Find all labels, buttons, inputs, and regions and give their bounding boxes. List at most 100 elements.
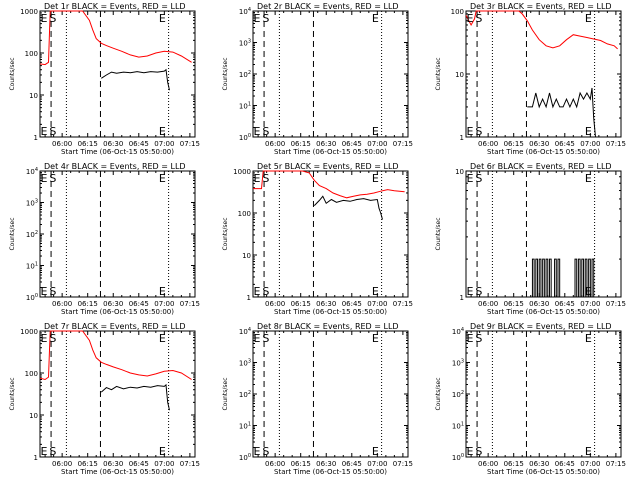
e-marker-label: E (159, 285, 166, 298)
plot-frame (252, 170, 409, 298)
e-marker-label: E (467, 125, 474, 138)
x-tick-label: 06:45 (555, 460, 575, 468)
x-tick-label: 06:45 (342, 140, 362, 148)
e-marker-label: E (254, 125, 261, 138)
e-marker-label: E (585, 445, 592, 458)
x-tick-label: 06:30 (103, 140, 123, 148)
x-tick-label: 07:00 (580, 140, 600, 148)
x-tick-label: 06:45 (129, 460, 149, 468)
y-tick-label: 103 (239, 359, 251, 368)
detector-panel: Det 5r BLACK = Events, RED = LLD 1 10 100 10… (222, 162, 413, 316)
e-marker-label: E (372, 172, 379, 185)
events-series-line (101, 68, 170, 91)
y-tick-label: 10 (455, 168, 464, 176)
x-axis-label: Start Time (06-Oct-15 05:50:00) (274, 308, 387, 316)
x-axis-label: Start Time (06-Oct-15 05:50:00) (61, 148, 174, 156)
detector-panel: Det 6r BLACK = Events, RED = LLD 1 10 06:00… (435, 162, 626, 316)
y-axis-label: Counts/sec (435, 377, 442, 410)
y-tick-label: 1 (460, 134, 464, 142)
y-tick-label: 101 (26, 262, 38, 271)
lld-series-line (465, 10, 618, 50)
e-marker-label: E (372, 445, 379, 458)
x-tick-label: 07:00 (580, 300, 600, 308)
events-series-line (100, 383, 170, 411)
y-axis-label: Counts/sec (222, 57, 229, 90)
plot-frame (39, 170, 196, 298)
e-marker-label: E (467, 332, 474, 345)
e-marker-label: E (41, 125, 48, 138)
s-marker-label: S (49, 445, 56, 458)
x-tick-label: 06:00 (265, 300, 285, 308)
e-marker-label: E (254, 12, 261, 25)
y-tick-label: 100 (26, 293, 38, 302)
x-axis-label: Start Time (06-Oct-15 05:50:00) (274, 148, 387, 156)
y-tick-label: 10 (455, 71, 464, 79)
y-tick-label: 101 (239, 422, 251, 431)
e-marker-label: E (254, 172, 261, 185)
panel-title: Det 8r BLACK = Events, RED = LLD (257, 322, 399, 331)
y-tick-label: 103 (239, 39, 251, 48)
y-axis-label: Counts/sec (222, 217, 229, 250)
x-tick-label: 07:15 (393, 460, 413, 468)
plot-frame (252, 10, 409, 138)
x-tick-label: 07:00 (367, 140, 387, 148)
s-marker-label: S (262, 445, 269, 458)
e-marker-label: E (467, 12, 474, 25)
s-marker-label: S (262, 125, 269, 138)
e-marker-label: E (585, 285, 592, 298)
y-tick-label: 10 (29, 412, 38, 420)
x-tick-label: 07:00 (580, 460, 600, 468)
x-axis-label: Start Time (06-Oct-15 05:50:00) (487, 148, 600, 156)
x-tick-label: 06:15 (78, 140, 98, 148)
x-tick-label: 06:45 (129, 300, 149, 308)
events-series-line (527, 87, 596, 138)
s-marker-label: S (475, 445, 482, 458)
panel-title: Det 7r BLACK = Events, RED = LLD (44, 322, 186, 331)
x-tick-label: 06:45 (129, 140, 149, 148)
x-tick-label: 06:00 (478, 460, 498, 468)
e-marker-label: E (254, 285, 261, 298)
events-series-line (530, 258, 595, 298)
e-marker-label: E (159, 12, 166, 25)
y-tick-label: 1 (247, 294, 251, 302)
y-tick-label: 1000 (233, 168, 251, 176)
x-tick-label: 06:45 (342, 300, 362, 308)
plot-frame (252, 330, 409, 458)
detector-panel: Det 2r BLACK = Events, RED = LLD 100 101 10… (222, 2, 413, 156)
e-marker-label: E (372, 125, 379, 138)
y-axis-label: Counts/sec (9, 377, 16, 410)
s-marker-label: S (49, 285, 56, 298)
s-marker-label: S (49, 12, 56, 25)
y-tick-label: 100 (451, 8, 464, 16)
y-axis-label: Counts/sec (9, 217, 16, 250)
plot-frame (465, 10, 622, 138)
x-tick-label: 07:00 (367, 300, 387, 308)
y-axis-label: Counts/sec (435, 217, 442, 250)
x-tick-label: 06:15 (291, 140, 311, 148)
e-marker-label: E (372, 12, 379, 25)
s-marker-label: S (49, 125, 56, 138)
y-tick-label: 103 (26, 199, 38, 208)
e-marker-label: E (585, 12, 592, 25)
events-series-line (313, 195, 383, 220)
panel-title: Det 6r BLACK = Events, RED = LLD (470, 162, 612, 171)
x-tick-label: 06:45 (555, 300, 575, 308)
y-tick-label: 102 (452, 390, 464, 399)
x-tick-label: 06:45 (555, 140, 575, 148)
detector-panel: Det 8r BLACK = Events, RED = LLD 100 101 10… (222, 322, 413, 476)
x-tick-label: 06:00 (478, 300, 498, 308)
s-marker-label: S (475, 125, 482, 138)
x-tick-label: 07:00 (154, 300, 174, 308)
x-tick-label: 07:15 (180, 460, 200, 468)
x-tick-label: 06:30 (529, 300, 549, 308)
e-marker-label: E (41, 285, 48, 298)
s-marker-label: S (49, 332, 56, 345)
x-tick-label: 07:15 (393, 300, 413, 308)
y-tick-label: 1 (460, 294, 464, 302)
x-tick-label: 07:15 (180, 140, 200, 148)
x-tick-label: 07:15 (606, 300, 626, 308)
e-marker-label: E (41, 445, 48, 458)
x-tick-label: 06:15 (78, 460, 98, 468)
y-tick-label: 104 (239, 7, 251, 16)
s-marker-label: S (262, 285, 269, 298)
